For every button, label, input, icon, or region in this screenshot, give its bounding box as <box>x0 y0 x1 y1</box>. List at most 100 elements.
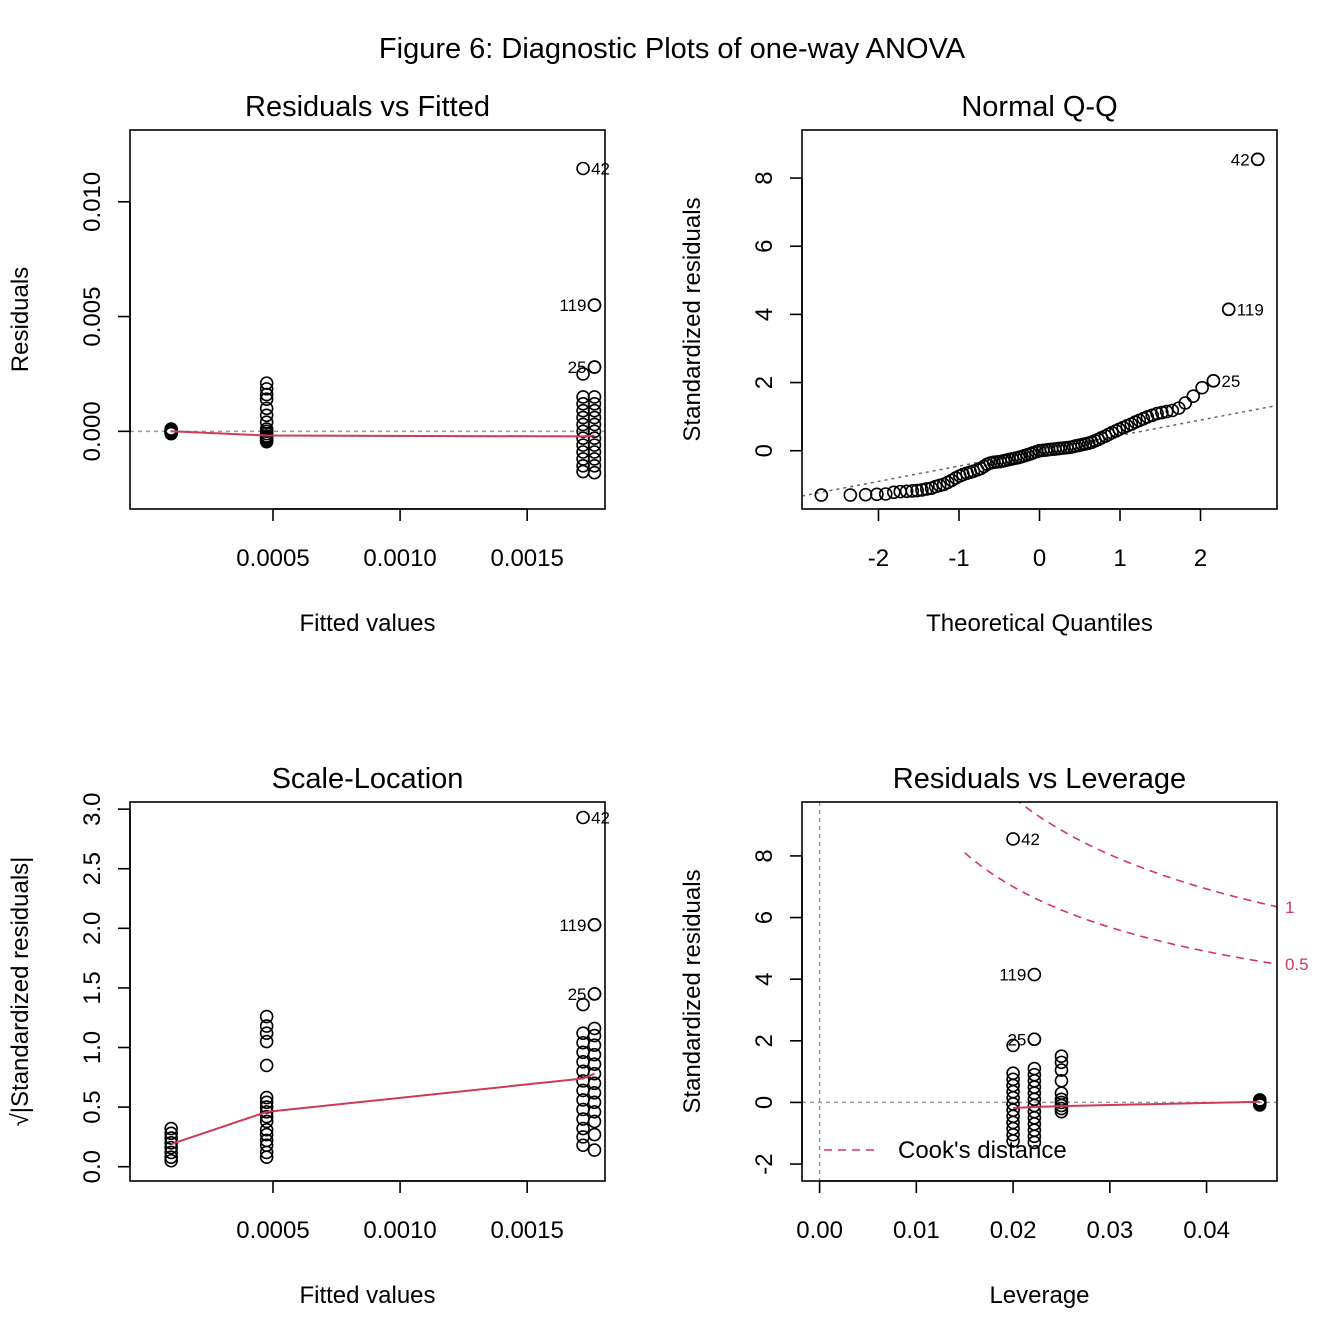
x-tick-label: 0.00 <box>796 1217 843 1244</box>
data-point <box>259 376 274 390</box>
data-point <box>259 1009 274 1024</box>
x-tick-label: 0.0010 <box>363 1217 436 1244</box>
y-tick-label: 6 <box>751 240 778 253</box>
x-axis-label: Theoretical Quantiles <box>926 610 1153 637</box>
x-axis-label: Fitted values <box>299 1282 435 1309</box>
data-point <box>1027 1061 1042 1076</box>
panel-2: Normal Q-Q 42 119 25 -2 -1 0 1 2 0 2 4 6 8 Theoretical… <box>679 91 1278 637</box>
data-point <box>576 997 590 1012</box>
y-tick-label: 1.0 <box>79 1031 106 1064</box>
data-point <box>576 410 590 425</box>
y-tick-label: 0.010 <box>79 172 106 232</box>
data-point <box>587 431 602 446</box>
data-point <box>259 1034 274 1049</box>
data-point <box>259 1122 274 1137</box>
data-point <box>259 408 274 423</box>
data-point <box>587 1105 602 1119</box>
y-tick-label: 0.000 <box>79 401 106 461</box>
plot-frame <box>801 801 1278 1182</box>
x-tick-label: 0.04 <box>1183 1217 1230 1244</box>
data-point <box>1252 1093 1267 1107</box>
y-tick-label: 2.5 <box>79 852 106 885</box>
data-point <box>587 1028 602 1043</box>
data-point <box>587 1095 602 1110</box>
y-tick-label: 3.0 <box>79 792 106 825</box>
data-point <box>259 1127 274 1142</box>
data-point <box>587 417 602 432</box>
legend-label: Cook's distance <box>898 1137 1067 1164</box>
data-point <box>870 487 884 502</box>
data-point <box>878 487 893 501</box>
data-point <box>1150 406 1164 421</box>
data-point <box>1186 389 1201 403</box>
data-point <box>1006 1038 1020 1053</box>
y-tick-label: 2 <box>751 1034 778 1047</box>
data-point <box>587 452 602 466</box>
data-point <box>1054 1074 1069 1088</box>
data-point <box>259 1100 274 1114</box>
data-point <box>164 422 178 436</box>
data-point <box>886 485 901 500</box>
y-tick-label: 1.5 <box>79 971 106 1004</box>
data-point <box>576 161 590 176</box>
cooks-contour-label: 1 <box>1285 898 1294 917</box>
data-point <box>587 396 602 411</box>
y-tick-label: 4 <box>751 308 778 321</box>
data-point <box>259 1109 274 1124</box>
data-point <box>587 917 602 932</box>
data-point <box>905 484 920 498</box>
data-point <box>843 488 858 502</box>
y-tick-label: 0.005 <box>79 287 106 347</box>
x-tick-label: 2 <box>1194 545 1207 572</box>
data-point <box>1006 1066 1020 1080</box>
data-point <box>576 396 590 411</box>
data-point <box>164 1140 178 1155</box>
x-tick-label: 0.0010 <box>363 545 436 572</box>
data-point <box>259 1058 274 1073</box>
y-tick-label: 4 <box>751 972 778 985</box>
x-tick-label: 0.0005 <box>236 545 309 572</box>
data-point <box>576 431 590 446</box>
data-point <box>576 1138 590 1153</box>
data-point <box>259 1090 274 1105</box>
data-point <box>1206 374 1221 388</box>
data-point <box>915 483 929 497</box>
data-point <box>910 483 924 498</box>
data-point <box>587 1047 602 1062</box>
data-point <box>587 424 602 439</box>
data-point <box>587 1114 602 1129</box>
y-tick-label: 0.0 <box>79 1150 106 1183</box>
data-point <box>587 360 602 374</box>
smooth-trend-line <box>1013 1100 1260 1109</box>
data-point <box>1027 1067 1042 1082</box>
data-point <box>164 1121 178 1136</box>
data-point <box>1221 302 1236 317</box>
point-label: 119 <box>559 916 586 935</box>
data-point <box>587 1127 602 1142</box>
panel-title: Residuals vs Fitted <box>245 91 490 123</box>
y-axis-label: √|Standardized residuals| <box>7 857 34 1127</box>
data-point <box>587 1086 602 1100</box>
data-point <box>587 458 602 473</box>
y-tick-label: 2.0 <box>79 912 106 945</box>
x-tick-label: 0.0015 <box>490 545 563 572</box>
data-point <box>259 415 274 429</box>
point-label: 25 <box>1007 1030 1026 1049</box>
point-label: 42 <box>1021 830 1040 849</box>
data-point <box>1159 404 1174 419</box>
data-point <box>587 445 602 459</box>
plot-frame <box>129 129 606 510</box>
data-point <box>587 465 602 480</box>
data-point <box>1054 1055 1069 1070</box>
figure-title: Figure 6: Diagnostic Plots of one-way AN… <box>379 33 966 65</box>
data-point <box>164 1126 178 1141</box>
data-point <box>576 417 590 432</box>
y-axis-label: Standardized residuals <box>679 197 706 441</box>
data-point <box>587 1057 602 1072</box>
x-axis-label: Fitted values <box>299 610 435 637</box>
x-tick-label: 0 <box>1033 545 1046 572</box>
data-point <box>899 484 914 499</box>
y-tick-label: 6 <box>751 911 778 924</box>
data-point <box>1250 152 1265 167</box>
